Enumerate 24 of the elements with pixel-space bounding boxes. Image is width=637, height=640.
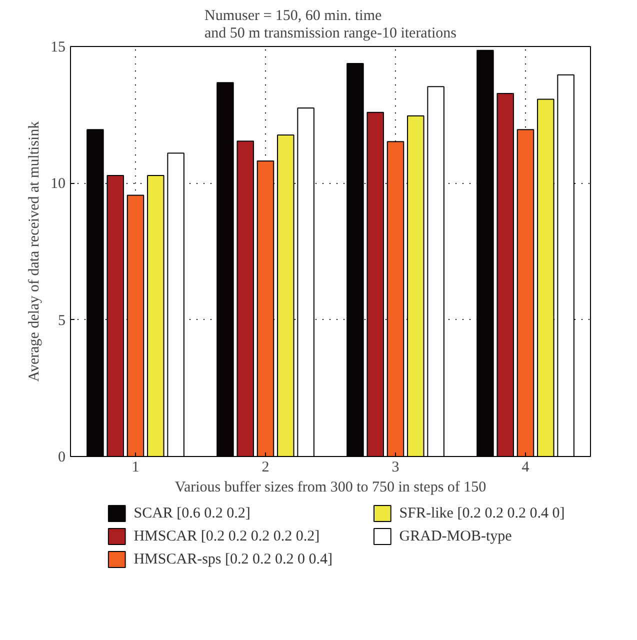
bar [236,140,254,456]
legend-label: GRAD-MOB-type [399,528,512,544]
y-tick-label: 0 [58,450,66,466]
y-tick-label: 10 [50,176,66,192]
bar [496,93,514,456]
legend-label: HMSCAR [0.2 0.2 0.2 0.2 0.2] [134,528,320,544]
x-tick-label: 3 [392,460,400,476]
x-axis-title: Various buffer sizes from 300 to 750 in steps of 150 [174,480,486,496]
bar [476,50,494,456]
y-axis-title: Average delay of data received at multisink [26,120,42,382]
bar [216,82,234,456]
chart-title: Numuser = 150, 60 min. time and 50 m transmission range-10 iterations [204,8,457,42]
legend-label: SCAR [0.6 0.2 0.2] [134,506,250,522]
bar [427,86,444,456]
bar [147,175,164,456]
x-tick-label: 1 [132,460,140,476]
y-tick-label: 5 [58,312,66,329]
bar [537,98,554,456]
x-tick-label: 4 [522,460,530,476]
bar [167,152,184,456]
x-tick-label: 2 [262,460,270,476]
legend-label: HMSCAR-sps [0.2 0.2 0.2 0 0.4] [134,552,332,568]
y-tick-label: 15 [50,40,66,56]
legend-label: SFR-like [0.2 0.2 0.2 0.4 0] [399,506,565,522]
